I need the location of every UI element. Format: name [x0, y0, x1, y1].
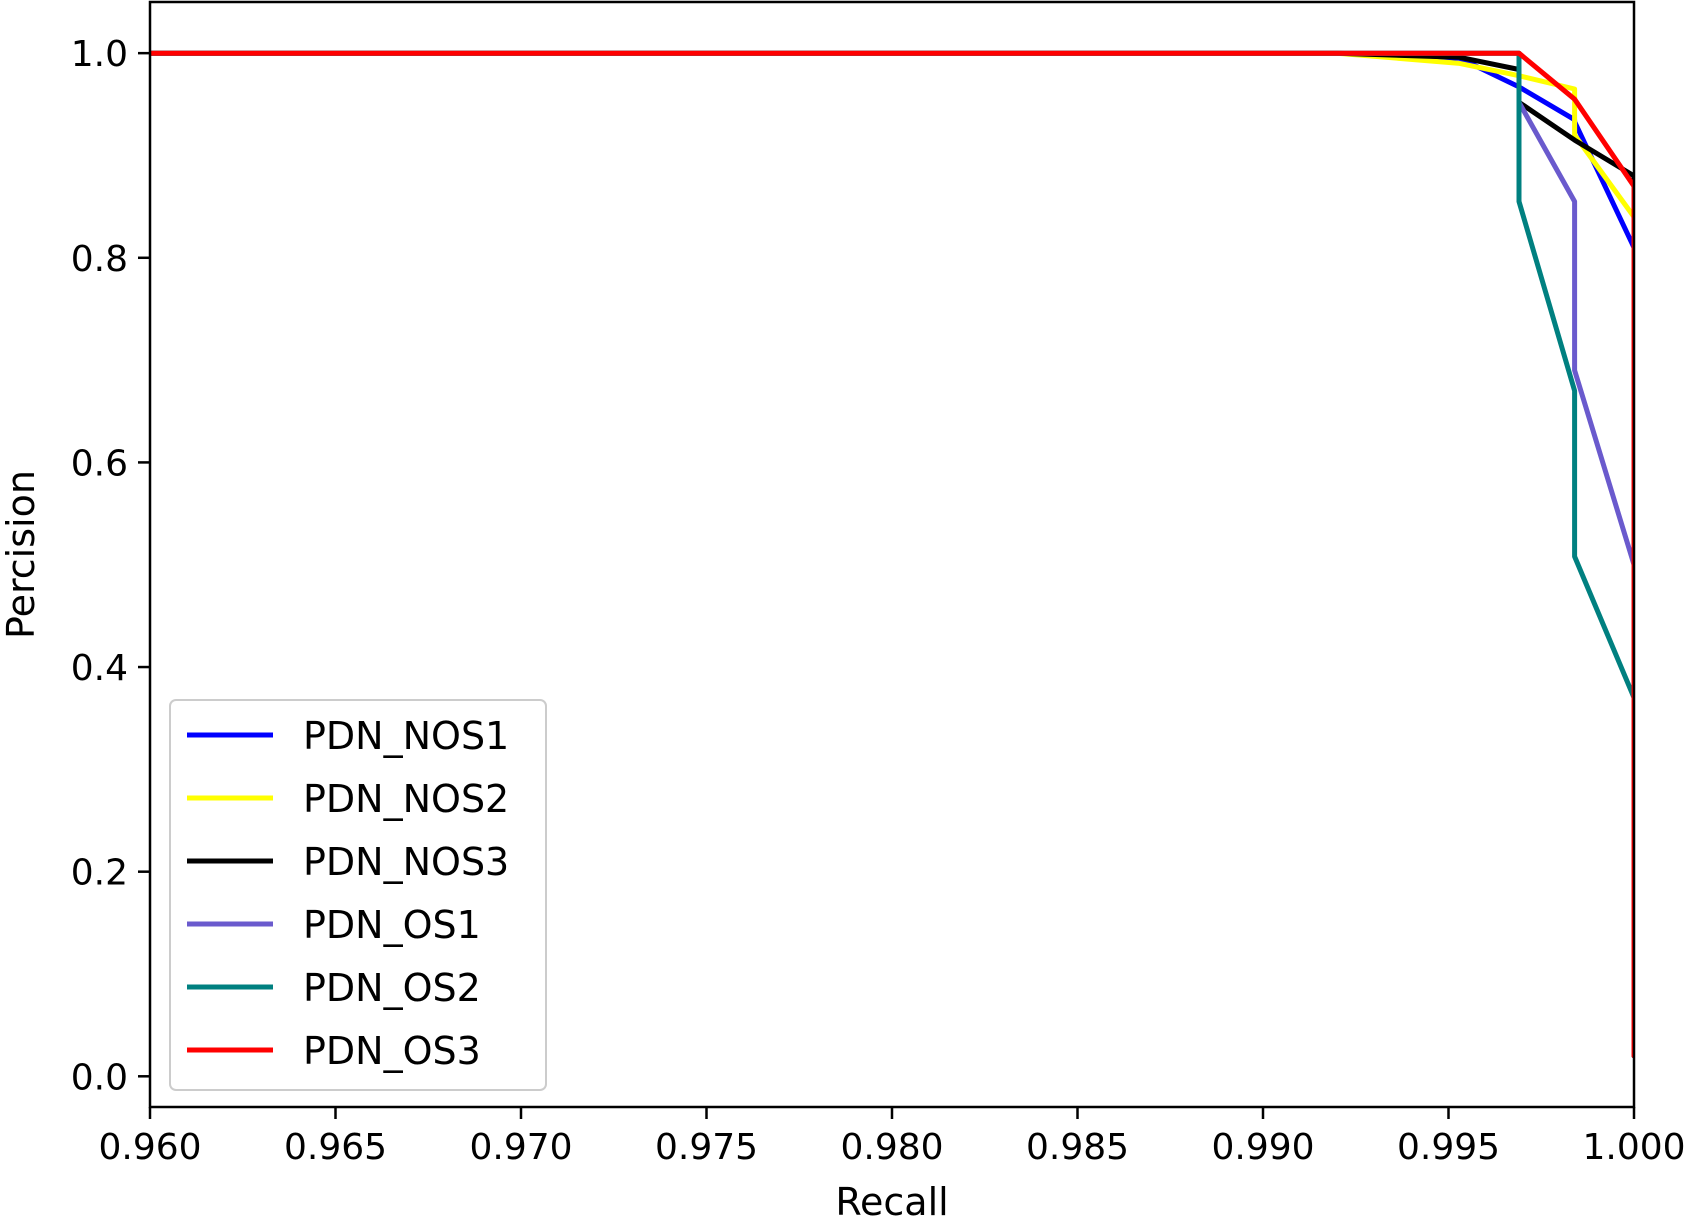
y-tick-label: 0.4	[71, 648, 128, 689]
y-tick-label: 0.6	[71, 443, 128, 484]
x-axis-label: Recall	[835, 1180, 948, 1224]
y-axis-label: Percision	[0, 470, 43, 639]
legend-label: PDN_OS3	[303, 1029, 481, 1073]
x-tick-label: 1.000	[1582, 1127, 1685, 1168]
y-tick-label: 0.0	[71, 1057, 128, 1098]
ticks-layer: 0.960 0.965 0.970 0.975 0.980 0.985 0.990 0.995…	[71, 34, 1686, 1168]
y-tick-label: 1.0	[71, 34, 128, 75]
x-tick-label: 0.995	[1397, 1127, 1500, 1168]
legend-label: PDN_NOS3	[303, 840, 509, 884]
legend-label: PDN_OS2	[303, 966, 481, 1010]
y-tick-label: 0.2	[71, 853, 128, 894]
x-tick-label: 0.970	[469, 1127, 572, 1168]
series-layer	[150, 50, 1634, 1059]
x-tick-label: 0.980	[840, 1127, 943, 1168]
x-tick-label: 0.985	[1026, 1127, 1129, 1168]
legend-label: PDN_NOS2	[303, 777, 509, 821]
x-tick-label: 0.990	[1211, 1127, 1314, 1168]
series-line-pdn-os3	[150, 50, 1634, 1059]
x-tick-label: 0.975	[655, 1127, 758, 1168]
x-tick-label: 0.965	[284, 1127, 387, 1168]
legend-label: PDN_NOS1	[303, 714, 509, 758]
x-tick-label: 0.960	[98, 1127, 201, 1168]
y-tick-label: 0.8	[71, 239, 128, 280]
legend: PDN_NOS1 PDN_NOS2 PDN_NOS3 PDN_OS1 PDN_OS2 PD…	[169, 699, 547, 1091]
legend-label: PDN_OS1	[303, 903, 481, 947]
